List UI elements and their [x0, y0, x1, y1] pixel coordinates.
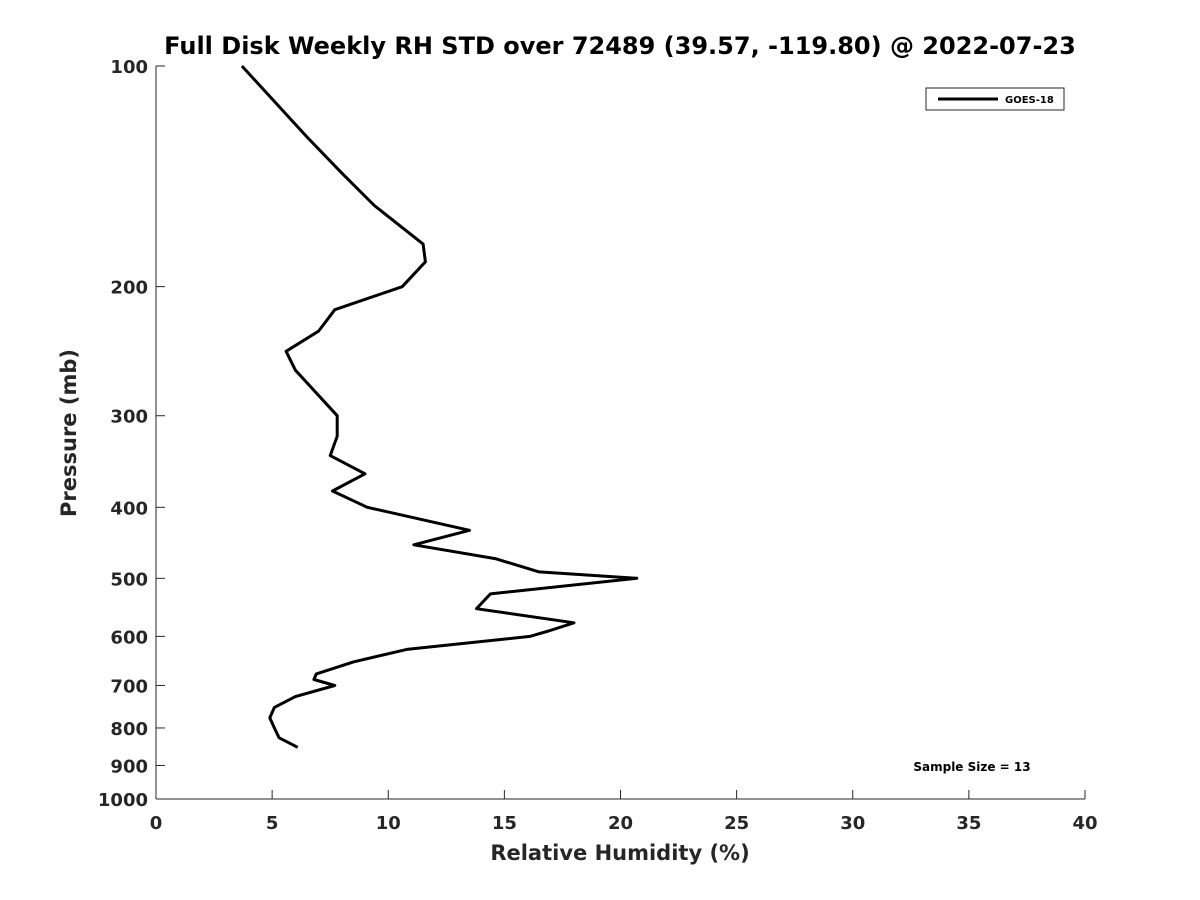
y-ticks: 100 200 300 400 500 600 700 800 900 1000 — [98, 57, 165, 811]
y-tick-label: 900 — [110, 756, 148, 777]
chart-title: Full Disk Weekly RH STD over 72489 (39.5… — [164, 32, 1076, 60]
y-tick-label: 200 — [110, 278, 148, 299]
y-tick-label: 300 — [110, 407, 148, 428]
x-tick-label: 25 — [724, 813, 749, 834]
legend-label-goes-18: GOES-18 — [1005, 95, 1054, 106]
y-tick-label: 100 — [110, 57, 148, 78]
x-tick-label: 30 — [840, 813, 865, 834]
x-tick-label: 10 — [376, 813, 401, 834]
legend: GOES-18 — [925, 87, 1065, 111]
x-ticks: 0 5 10 15 20 25 30 35 40 — [150, 790, 1098, 834]
y-axis-label: Pressure (mb) — [57, 349, 81, 517]
y-tick-label: 700 — [110, 676, 148, 697]
y-tick-label: 1000 — [98, 790, 148, 811]
x-tick-label: 40 — [1072, 813, 1097, 834]
y-tick-label: 400 — [110, 498, 148, 519]
series-layer — [240, 64, 639, 749]
y-tick-label: 800 — [110, 719, 148, 740]
y-tick-label: 500 — [110, 569, 148, 590]
y-tick-label: 600 — [110, 627, 148, 648]
x-tick-label: 20 — [608, 813, 633, 834]
x-tick-label: 0 — [150, 813, 163, 834]
x-tick-label: 15 — [492, 813, 517, 834]
sample-size-annotation: Sample Size = 13 — [913, 760, 1030, 774]
x-axis-label: Relative Humidity (%) — [490, 841, 749, 865]
series-line-goes-18 — [240, 64, 639, 749]
x-tick-label: 35 — [956, 813, 981, 834]
x-tick-label: 5 — [266, 813, 279, 834]
